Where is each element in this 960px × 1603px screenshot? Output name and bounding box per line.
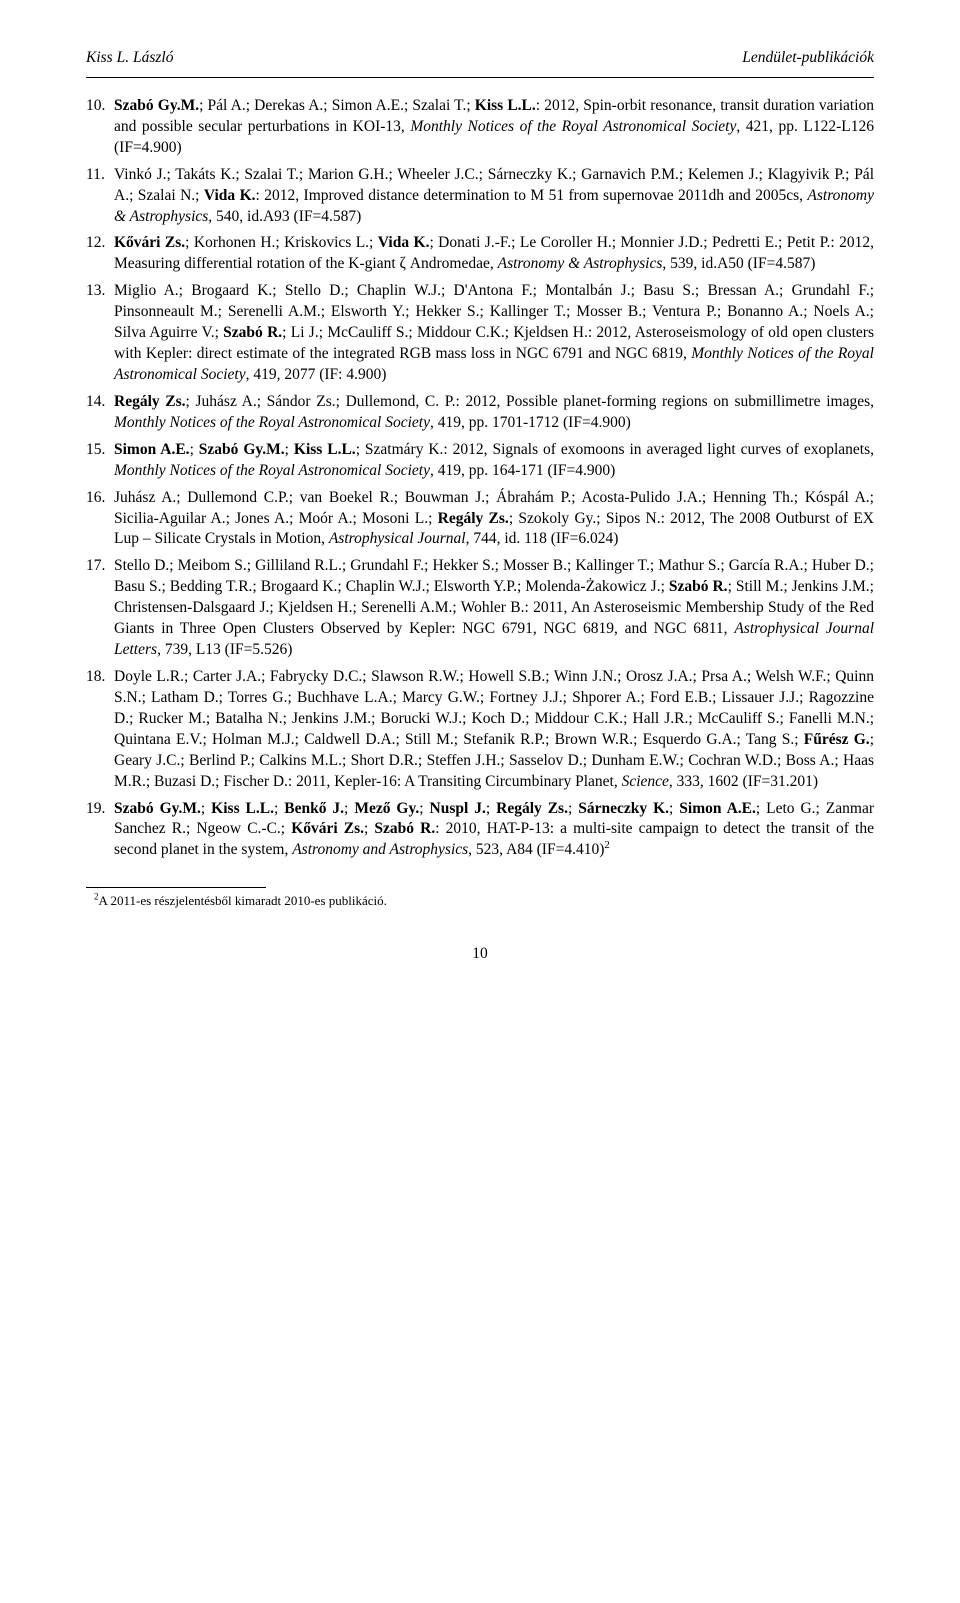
reference-item: Szabó Gy.M.; Kiss L.L.; Benkő J.; Mező G… [86, 799, 874, 862]
reference-list: Szabó Gy.M.; Pál A.; Derekas A.; Simon A… [86, 96, 874, 861]
footnote: 2A 2011-es részjelentésből kimaradt 2010… [86, 892, 874, 910]
reference-item: Simon A.E.; Szabó Gy.M.; Kiss L.L.; Szat… [86, 440, 874, 482]
reference-item: Kővári Zs.; Korhonen H.; Kriskovics L.; … [86, 233, 874, 275]
reference-item: Vinkó J.; Takáts K.; Szalai T.; Marion G… [86, 165, 874, 228]
reference-item: Stello D.; Meibom S.; Gilliland R.L.; Gr… [86, 556, 874, 661]
reference-item: Juhász A.; Dullemond C.P.; van Boekel R.… [86, 488, 874, 551]
reference-item: Szabó Gy.M.; Pál A.; Derekas A.; Simon A… [86, 96, 874, 159]
reference-item: Miglio A.; Brogaard K.; Stello D.; Chapl… [86, 281, 874, 386]
footnote-rule [86, 887, 266, 888]
footnote-text: A 2011-es részjelentésből kimaradt 2010-… [99, 893, 387, 908]
header-left: Kiss L. László [86, 48, 173, 69]
header-rule [86, 77, 874, 78]
header-right: Lendület-publikációk [742, 48, 874, 69]
reference-item: Regály Zs.; Juhász A.; Sándor Zs.; Dulle… [86, 392, 874, 434]
reference-item: Doyle L.R.; Carter J.A.; Fabrycky D.C.; … [86, 667, 874, 793]
page-number: 10 [86, 944, 874, 965]
